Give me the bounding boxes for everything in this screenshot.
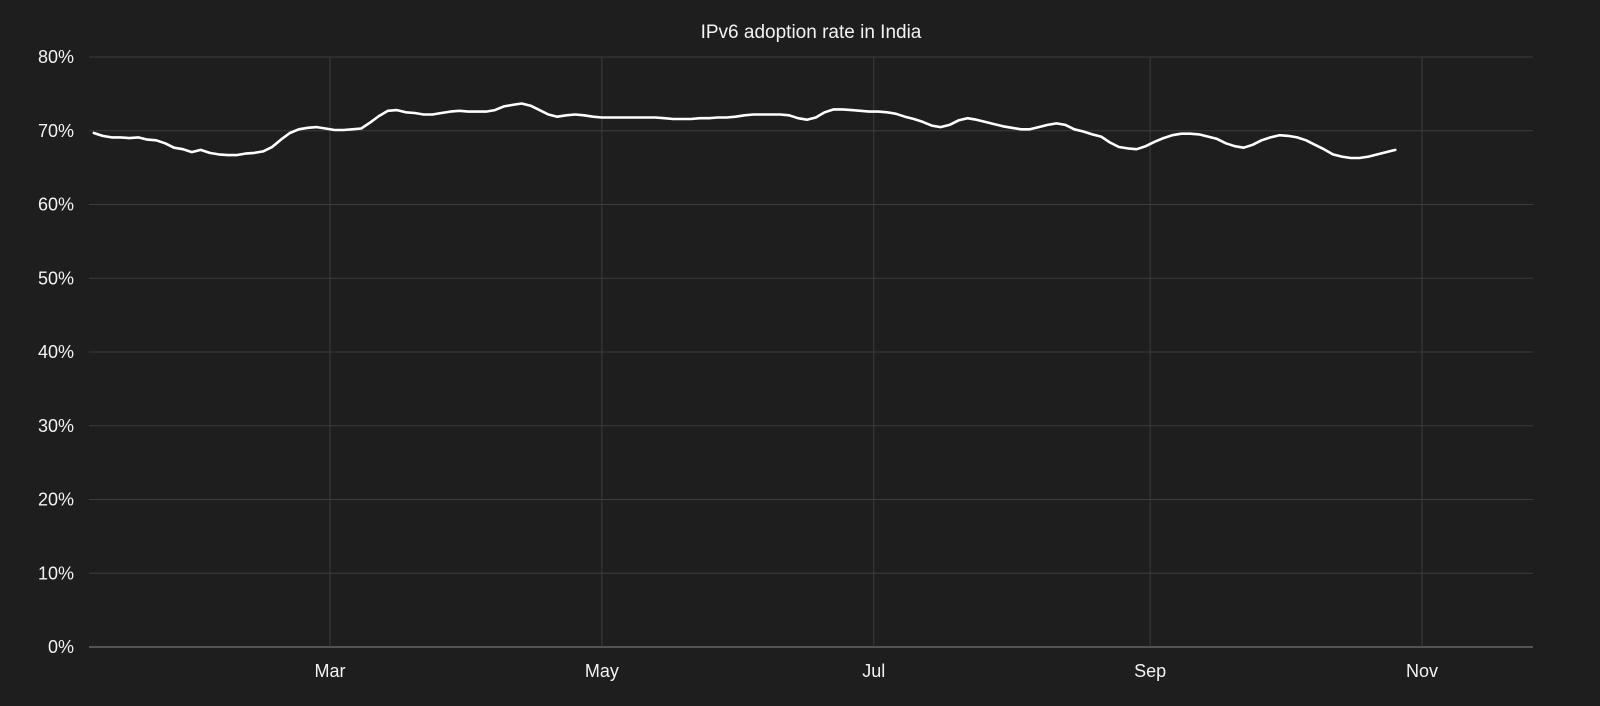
series-layer xyxy=(92,102,1397,160)
y-tick-label: 20% xyxy=(38,490,74,510)
grid-layer xyxy=(89,56,1533,648)
y-tick-label: 30% xyxy=(38,416,74,436)
x-tick-label: Jul xyxy=(862,661,885,681)
series-line xyxy=(92,102,1397,160)
x-tick-label: Sep xyxy=(1134,661,1166,681)
x-tick-label: Mar xyxy=(315,661,346,681)
x-tick-label: Nov xyxy=(1406,661,1438,681)
y-tick-label: 40% xyxy=(38,342,74,362)
y-tick-label: 80% xyxy=(38,47,74,67)
y-tick-label: 60% xyxy=(38,195,74,215)
x-tick-label: May xyxy=(585,661,619,681)
chart-title: IPv6 adoption rate in India xyxy=(701,22,922,43)
y-tick-label: 50% xyxy=(38,268,74,288)
tick-layer: 0% 10% 20% 30% 40% 50% 60% 70% 80% Mar May Jul Sep No… xyxy=(38,47,1438,681)
y-tick-label: 0% xyxy=(48,637,74,657)
y-tick-label: 70% xyxy=(38,121,74,141)
y-tick-label: 10% xyxy=(38,563,74,583)
